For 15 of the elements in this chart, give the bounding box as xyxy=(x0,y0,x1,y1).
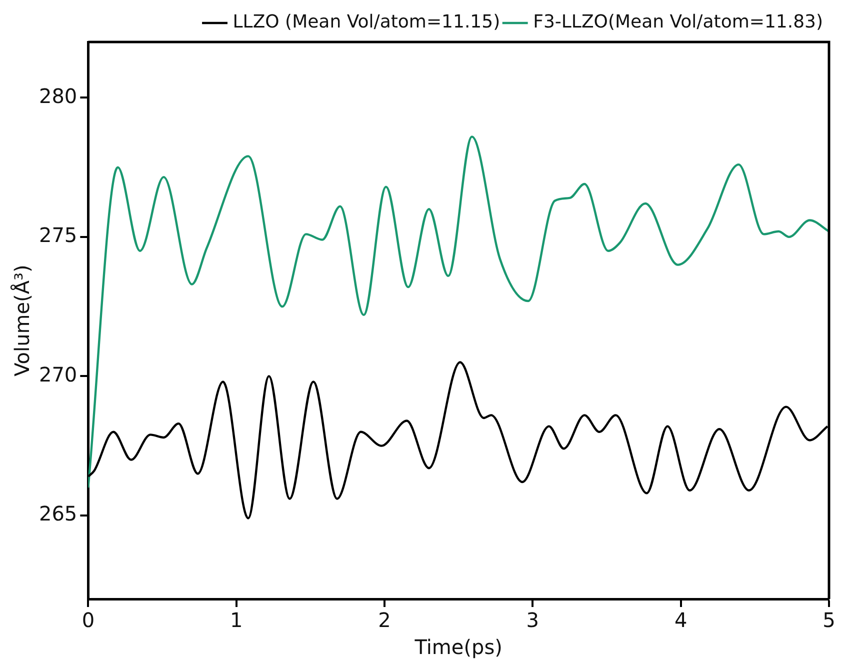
x-tick-label: 5 xyxy=(822,608,836,632)
x-tick-label: 1 xyxy=(230,608,243,632)
legend-label: LLZO (Mean Vol/atom=11.15) xyxy=(232,12,500,33)
x-tick-label: 3 xyxy=(526,608,540,632)
line-series xyxy=(88,136,829,489)
y-axis-title: Volume(Å³) xyxy=(10,264,34,376)
y-tick-label: 275 xyxy=(38,223,78,248)
x-tick-label: 0 xyxy=(82,608,95,632)
y-tick-label: 265 xyxy=(38,502,78,526)
x-axis-title: Time(ps) xyxy=(414,635,502,660)
x-tick-label: 4 xyxy=(674,608,688,632)
legend-label: F3-LLZO(Mean Vol/atom=11.83) xyxy=(533,12,824,33)
x-tick-label: 2 xyxy=(378,608,391,632)
y-tick-label: 270 xyxy=(38,362,78,386)
y-tick-label: 280 xyxy=(38,84,78,108)
